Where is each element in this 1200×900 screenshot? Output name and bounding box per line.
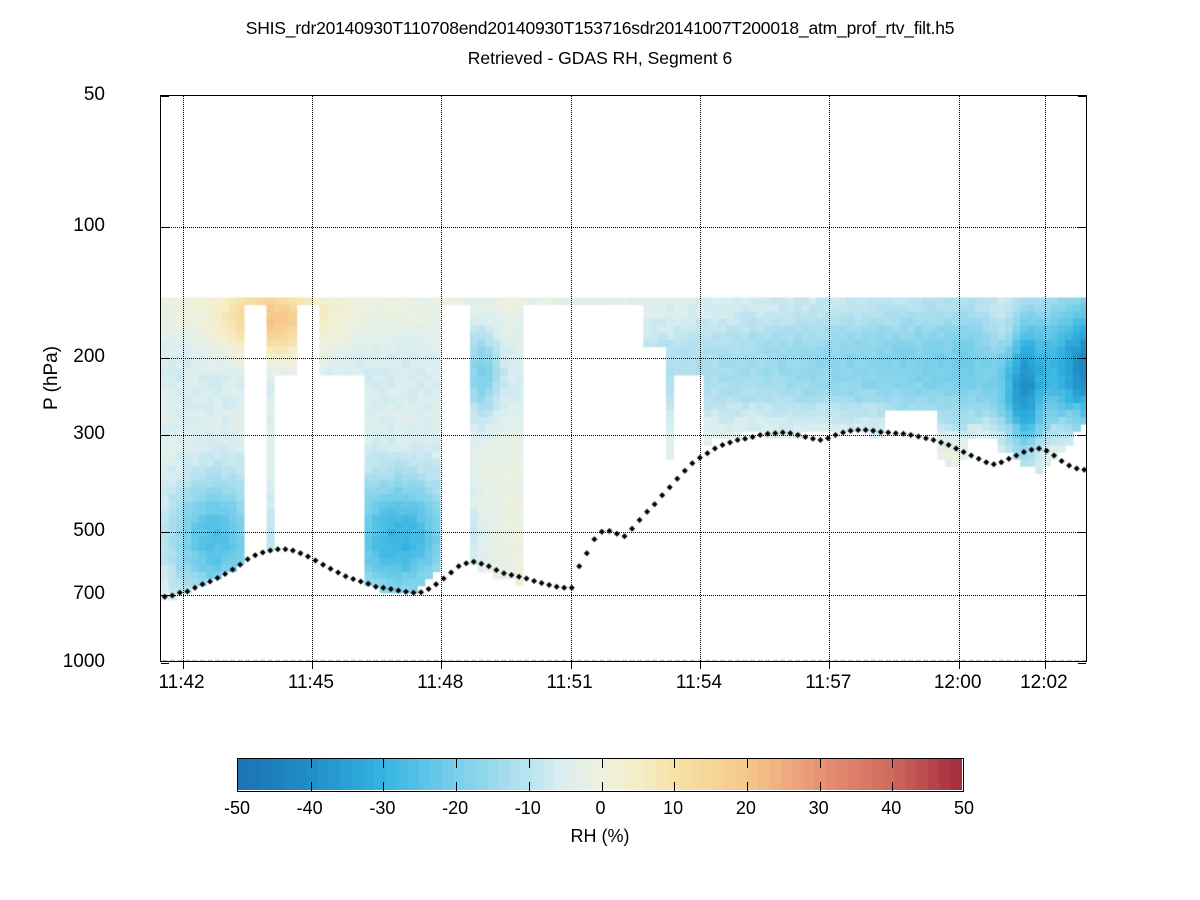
figure-title-line1: SHIS_rdr20140930T110708end20140930T15371… xyxy=(245,18,955,38)
y-tick-label: 700 xyxy=(73,583,105,605)
y-tick-label: 1000 xyxy=(62,651,105,672)
x-tick-label: 11:42 xyxy=(158,672,205,693)
y-tick-right xyxy=(1078,595,1086,597)
x-tick xyxy=(441,661,443,669)
y-tick xyxy=(161,663,169,664)
gridline-vertical xyxy=(958,96,960,661)
colorbar-tick xyxy=(528,782,530,791)
heatmap-data-layer xyxy=(161,96,1086,661)
colorbar-gradient xyxy=(237,758,964,792)
gridline-horizontal xyxy=(161,595,1086,597)
x-tick-label: 12:00 xyxy=(933,672,982,693)
colorbar-tick xyxy=(601,759,603,768)
x-tick xyxy=(699,661,701,669)
colorbar: RH (%) -50 -40 -30 -20 -10 0 10 20 30 40 50 xyxy=(224,758,974,846)
y-tick-label: 100 xyxy=(73,215,105,237)
gridline-horizontal xyxy=(161,358,1086,360)
gridline-vertical xyxy=(829,96,831,661)
y-tick xyxy=(161,358,169,360)
gridline-vertical xyxy=(699,96,701,661)
gridline-horizontal xyxy=(161,435,1086,437)
colorbar-tick-label: 50 xyxy=(953,798,975,818)
y-tick xyxy=(161,595,169,597)
colorbar-tick xyxy=(383,782,385,791)
colorbar-tick xyxy=(674,782,676,791)
colorbar-tick-label: 20 xyxy=(735,798,756,818)
colorbar-tick xyxy=(819,759,821,768)
colorbar-tick-label: 30 xyxy=(808,798,829,818)
y-axis-title: P (hPa) xyxy=(41,345,62,411)
colorbar-tick xyxy=(456,759,458,768)
y-tick-right xyxy=(1078,227,1086,229)
gridline-vertical xyxy=(311,96,313,661)
colorbar-tick xyxy=(383,759,385,768)
colorbar-tick xyxy=(892,759,894,768)
y-tick xyxy=(161,531,169,533)
gridline-vertical xyxy=(570,96,572,661)
x-tick-label: 11:51 xyxy=(546,672,593,693)
x-tick xyxy=(958,661,960,669)
colorbar-tick-label: 0 xyxy=(595,798,606,818)
y-tick-label: 200 xyxy=(73,346,105,368)
y-tick-right xyxy=(1078,358,1086,360)
colorbar-tick xyxy=(674,759,676,768)
marker-overlay-canvas xyxy=(161,96,1086,661)
y-tick-label: 300 xyxy=(73,423,105,445)
gridline-vertical xyxy=(182,96,184,661)
x-tick-label: 11:48 xyxy=(417,672,464,693)
x-tick xyxy=(311,661,313,669)
x-tick xyxy=(1044,661,1046,669)
colorbar-tick-label: 40 xyxy=(881,798,902,818)
x-tick-label: 12:02 xyxy=(1020,672,1068,693)
gridline-horizontal xyxy=(161,227,1086,229)
colorbar-tick xyxy=(746,782,748,791)
colorbar-tick-label: 10 xyxy=(663,798,684,818)
x-tick-label: 11:45 xyxy=(287,672,334,693)
colorbar-canvas xyxy=(238,759,962,790)
colorbar-tick-label: -20 xyxy=(442,798,469,818)
figure-subtitle: Retrieved - GDAS RH, Segment 6 xyxy=(467,48,733,68)
figure-title-block: SHIS_rdr20140930T110708end20140930T15371… xyxy=(0,18,1200,69)
y-tick xyxy=(161,96,169,97)
y-tick-label: 50 xyxy=(83,84,105,105)
gridline-vertical xyxy=(1044,96,1046,661)
y-tick xyxy=(161,435,169,437)
x-tick xyxy=(829,661,831,669)
colorbar-tick xyxy=(310,759,312,768)
colorbar-tick xyxy=(892,782,894,791)
colorbar-tick-label: -40 xyxy=(296,798,323,818)
y-tick-right xyxy=(1078,531,1086,533)
y-tick xyxy=(161,227,169,229)
y-tick-right xyxy=(1078,663,1086,664)
colorbar-tick xyxy=(601,782,603,791)
y-tick-right xyxy=(1078,96,1086,97)
colorbar-tick xyxy=(528,759,530,768)
colorbar-tick xyxy=(819,782,821,791)
x-tick-label: 11:54 xyxy=(675,672,723,693)
y-tick-label: 500 xyxy=(73,519,105,541)
colorbar-tick xyxy=(746,759,748,768)
gridline-horizontal xyxy=(161,531,1086,533)
x-tick xyxy=(570,661,572,669)
colorbar-tick xyxy=(310,782,312,791)
colorbar-tick-label: -10 xyxy=(514,798,541,818)
y-tick-right xyxy=(1078,435,1086,437)
colorbar-tick-label: -30 xyxy=(369,798,396,818)
x-tick xyxy=(182,661,184,669)
plot-area xyxy=(160,95,1087,669)
x-tick-label: 11:57 xyxy=(805,672,852,693)
colorbar-title: RH (%) xyxy=(570,826,630,846)
gridline-vertical xyxy=(441,96,443,661)
colorbar-tick xyxy=(456,782,458,791)
colorbar-tick-label: -50 xyxy=(223,798,251,818)
